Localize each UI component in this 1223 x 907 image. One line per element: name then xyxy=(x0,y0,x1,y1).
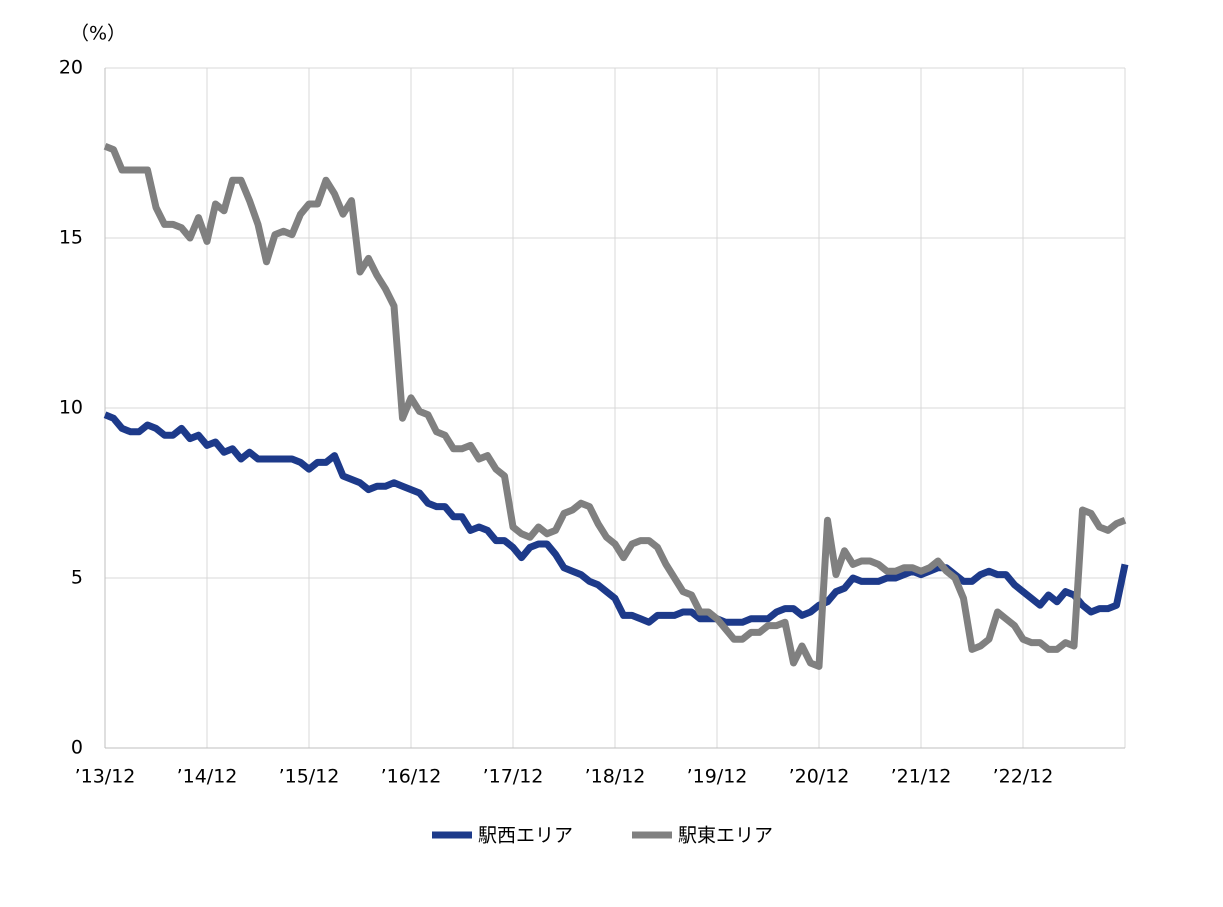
x-tick-label: ’18/12 xyxy=(585,766,646,788)
y-tick-label: 20 xyxy=(59,57,83,79)
y-tick-label: 5 xyxy=(71,567,83,589)
y-tick-label: 15 xyxy=(59,227,83,249)
y-tick-label: 10 xyxy=(59,397,83,419)
x-tick-label: ’15/12 xyxy=(279,766,340,788)
x-tick-label: ’22/12 xyxy=(993,766,1054,788)
x-tick-label: ’16/12 xyxy=(381,766,442,788)
series-line xyxy=(103,142,1127,670)
y-tick-label: 0 xyxy=(71,737,83,759)
x-tick-label: ’14/12 xyxy=(177,766,238,788)
legend-label: 駅西エリア xyxy=(478,825,573,847)
legend-label: 駅東エリア xyxy=(678,825,773,847)
x-tick-label: ’13/12 xyxy=(75,766,136,788)
x-tick-label: ’20/12 xyxy=(789,766,850,788)
x-tick-label: ’19/12 xyxy=(687,766,748,788)
x-tick-label: ’21/12 xyxy=(891,766,952,788)
x-tick-label: ’17/12 xyxy=(483,766,544,788)
y-axis-label: （%） xyxy=(70,23,126,45)
